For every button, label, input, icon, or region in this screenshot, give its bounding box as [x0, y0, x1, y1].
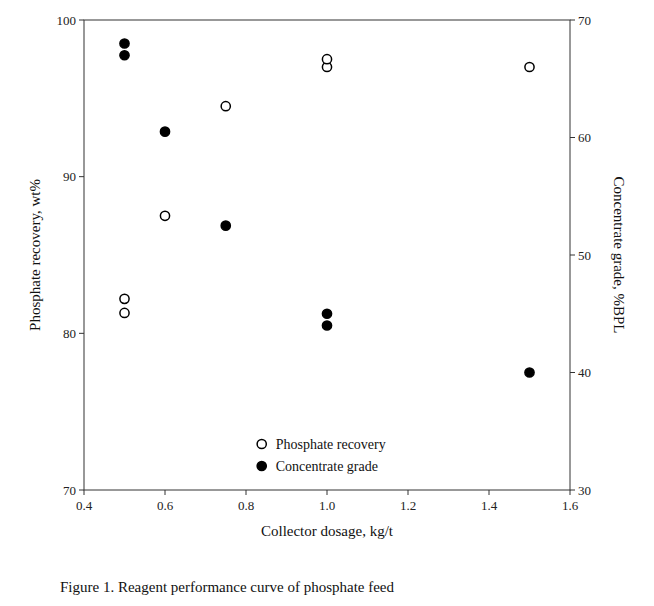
y-tick-label: 100 — [57, 13, 77, 28]
point — [525, 368, 534, 377]
x-tick — [489, 490, 490, 495]
x-tick-label: 1.0 — [319, 498, 335, 513]
legend-label: Concentrate grade — [276, 459, 378, 474]
point — [322, 309, 331, 318]
x-tick — [246, 490, 247, 495]
legend-marker — [257, 439, 266, 448]
point — [160, 211, 169, 220]
y2-axis-label: Concentrate grade, %BPL — [611, 176, 627, 333]
y-tick-label: 90 — [63, 169, 76, 184]
y2-tick — [570, 20, 575, 21]
data-layer — [120, 39, 534, 377]
x-tick-label: 1.6 — [562, 498, 579, 513]
y2-tick — [570, 137, 575, 138]
y2-tick-label: 70 — [578, 13, 591, 28]
legend: Phosphate recovery Concentrate grade — [257, 437, 386, 474]
legend-marker — [257, 461, 266, 470]
y-tick — [79, 333, 84, 334]
x-tick — [165, 490, 166, 495]
point — [221, 102, 230, 111]
y-tick — [79, 176, 84, 177]
point — [322, 55, 331, 64]
point — [221, 221, 230, 230]
y-axis-label: Phosphate recovery, wt% — [27, 179, 43, 331]
y2-tick-label: 60 — [578, 130, 591, 145]
x-tick — [570, 490, 571, 495]
point — [120, 51, 129, 60]
x-tick — [84, 490, 85, 495]
point — [525, 62, 534, 71]
point — [160, 127, 169, 136]
point — [120, 294, 129, 303]
point — [120, 39, 129, 48]
x-tick-label: 0.8 — [238, 498, 254, 513]
point — [322, 321, 331, 330]
y2-tick — [570, 490, 575, 491]
point — [120, 308, 129, 317]
chart: 0.4 0.6 0.8 1.0 1.2 1.4 1.6 70 80 90 100 30 40 50 60 70… — [0, 0, 654, 606]
y2-tick-label: 50 — [578, 248, 591, 263]
x-tick-label: 0.4 — [76, 498, 93, 513]
x-tick-label: 1.2 — [400, 498, 416, 513]
x-tick-label: 1.4 — [481, 498, 498, 513]
legend-label: Phosphate recovery — [276, 437, 386, 452]
y-tick — [79, 20, 84, 21]
x-axis-label: Collector dosage, kg/t — [261, 523, 394, 539]
plot-frame — [84, 20, 570, 490]
y2-tick — [570, 255, 575, 256]
x-tick — [327, 490, 328, 495]
y-tick — [79, 490, 84, 491]
y-tick-label: 70 — [63, 483, 76, 498]
y2-tick — [570, 372, 575, 373]
y-tick-label: 80 — [63, 326, 76, 341]
x-tick-label: 0.6 — [157, 498, 174, 513]
caption: Figure 1. Reagent performance curve of p… — [60, 579, 395, 595]
x-tick — [408, 490, 409, 495]
y2-tick-label: 40 — [578, 365, 591, 380]
y2-tick-label: 30 — [578, 483, 591, 498]
